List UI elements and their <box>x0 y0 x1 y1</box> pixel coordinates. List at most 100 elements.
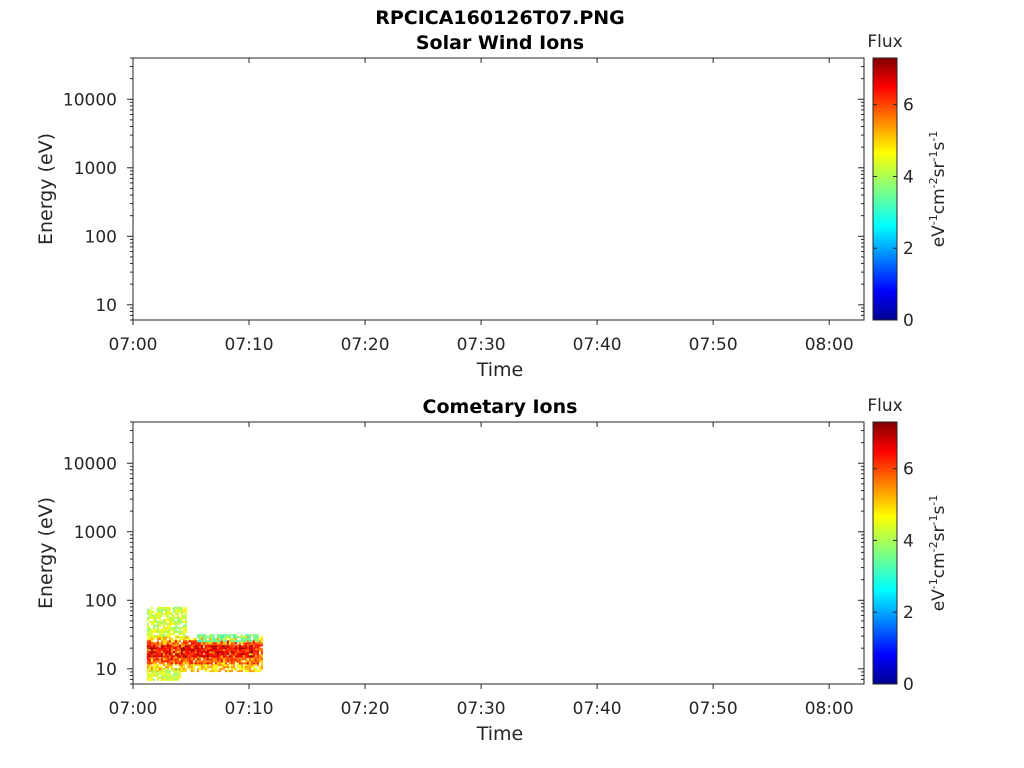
heatmap-cell <box>214 668 217 671</box>
heatmap-cell <box>146 610 149 613</box>
heatmap-cell <box>196 642 199 645</box>
heatmap-cell <box>174 626 177 629</box>
heatmap-cell <box>170 612 173 615</box>
heatmap-cell <box>182 636 185 639</box>
heatmap-cell <box>246 655 249 658</box>
heatmap-cell <box>160 620 163 623</box>
heatmap-cell <box>182 666 185 669</box>
heatmap-cell <box>156 648 159 651</box>
heatmap-cell <box>164 636 167 639</box>
heatmap-cell <box>156 676 159 679</box>
heatmap-cell <box>148 660 151 663</box>
heatmap-cell <box>146 668 149 671</box>
heatmap-cell <box>234 658 237 661</box>
heatmap-cell <box>184 622 187 625</box>
heatmap-cell <box>154 647 157 650</box>
heatmap-cell <box>206 646 209 649</box>
heatmap-cell <box>192 653 195 656</box>
heatmap-cell <box>166 652 169 655</box>
heatmap-cell <box>154 636 157 639</box>
heatmap-cell <box>150 632 153 635</box>
heatmap-cell <box>196 634 199 637</box>
heatmap-cell <box>164 676 167 679</box>
heatmap-cell <box>254 652 257 655</box>
heatmap-cell <box>194 642 197 645</box>
heatmap-cell <box>238 636 241 639</box>
heatmap-cell <box>232 638 235 641</box>
heatmap-cell <box>200 640 203 643</box>
heatmap-cell <box>168 660 171 663</box>
heatmap-cell <box>236 644 239 647</box>
heatmap-cell <box>208 649 211 652</box>
heatmap-cell <box>238 658 241 661</box>
heatmap-cell <box>176 658 179 661</box>
heatmap-cell <box>166 614 169 617</box>
heatmap-cell <box>190 668 193 671</box>
heatmap-cell <box>152 616 155 619</box>
heatmap-cell <box>156 664 159 667</box>
heatmap-cell <box>246 666 249 669</box>
heatmap-cell <box>258 650 261 653</box>
heatmap-cell <box>168 672 171 675</box>
heatmap-cell <box>200 653 203 656</box>
heatmap-cell <box>246 653 249 656</box>
heatmap-cell <box>176 612 179 615</box>
heatmap-cell <box>236 666 239 669</box>
heatmap-cell <box>180 612 183 615</box>
heatmap-cell <box>228 655 231 658</box>
heatmap-cell <box>206 636 209 639</box>
heatmap-cell <box>216 646 219 649</box>
heatmap-cell <box>176 674 179 677</box>
heatmap-cell <box>224 658 227 661</box>
heatmap-cell <box>182 626 185 629</box>
heatmap-cell <box>146 634 149 637</box>
x-tick-label: 07:50 <box>689 335 738 355</box>
heatmap-cell <box>246 640 249 643</box>
heatmap-cell <box>162 652 165 655</box>
heatmap-cell <box>260 658 263 661</box>
heatmap-cell <box>148 676 151 679</box>
heatmap-cell <box>250 658 253 661</box>
heatmap-cell <box>200 634 203 637</box>
heatmap-cell <box>212 650 215 653</box>
heatmap-cell <box>168 606 171 609</box>
heatmap-cell <box>188 664 191 667</box>
heatmap-cell <box>162 626 165 629</box>
heatmap-cell <box>220 647 223 650</box>
heatmap-cell <box>200 666 203 669</box>
heatmap-cell <box>148 642 151 645</box>
heatmap-cell <box>254 650 257 653</box>
heatmap-cell <box>170 664 173 667</box>
heatmap-cell <box>170 668 173 671</box>
heatmap-cell <box>240 642 243 645</box>
x-tick-label: 07:20 <box>341 699 390 719</box>
heatmap-cell <box>214 662 217 665</box>
heatmap-cell <box>184 652 187 655</box>
heatmap-cell <box>170 614 173 617</box>
heatmap-cell <box>230 670 233 673</box>
heatmap-cell <box>190 664 193 667</box>
heatmap-cell <box>192 651 195 654</box>
heatmap-cell <box>194 660 197 663</box>
heatmap-cell <box>196 658 199 661</box>
heatmap-cell <box>176 616 179 619</box>
heatmap-cell <box>152 648 155 651</box>
heatmap-cell <box>212 664 215 667</box>
heatmap-cell <box>158 668 161 671</box>
heatmap-cell <box>168 612 171 615</box>
heatmap-cell <box>168 622 171 625</box>
heatmap-cell <box>182 647 185 650</box>
heatmap-cell <box>166 664 169 667</box>
heatmap-cell <box>222 656 225 659</box>
heatmap-cell <box>146 612 149 615</box>
heatmap-cell <box>162 612 165 615</box>
colorbar-title: Flux <box>867 32 902 52</box>
colorbar-title: Flux <box>867 396 902 416</box>
heatmap-cell <box>160 630 163 633</box>
heatmap-cell <box>174 668 177 671</box>
heatmap-cell <box>230 653 233 656</box>
heatmap-cell <box>204 666 207 669</box>
heatmap-cell <box>148 626 151 629</box>
heatmap-cell <box>200 664 203 667</box>
heatmap-cell <box>260 666 263 669</box>
